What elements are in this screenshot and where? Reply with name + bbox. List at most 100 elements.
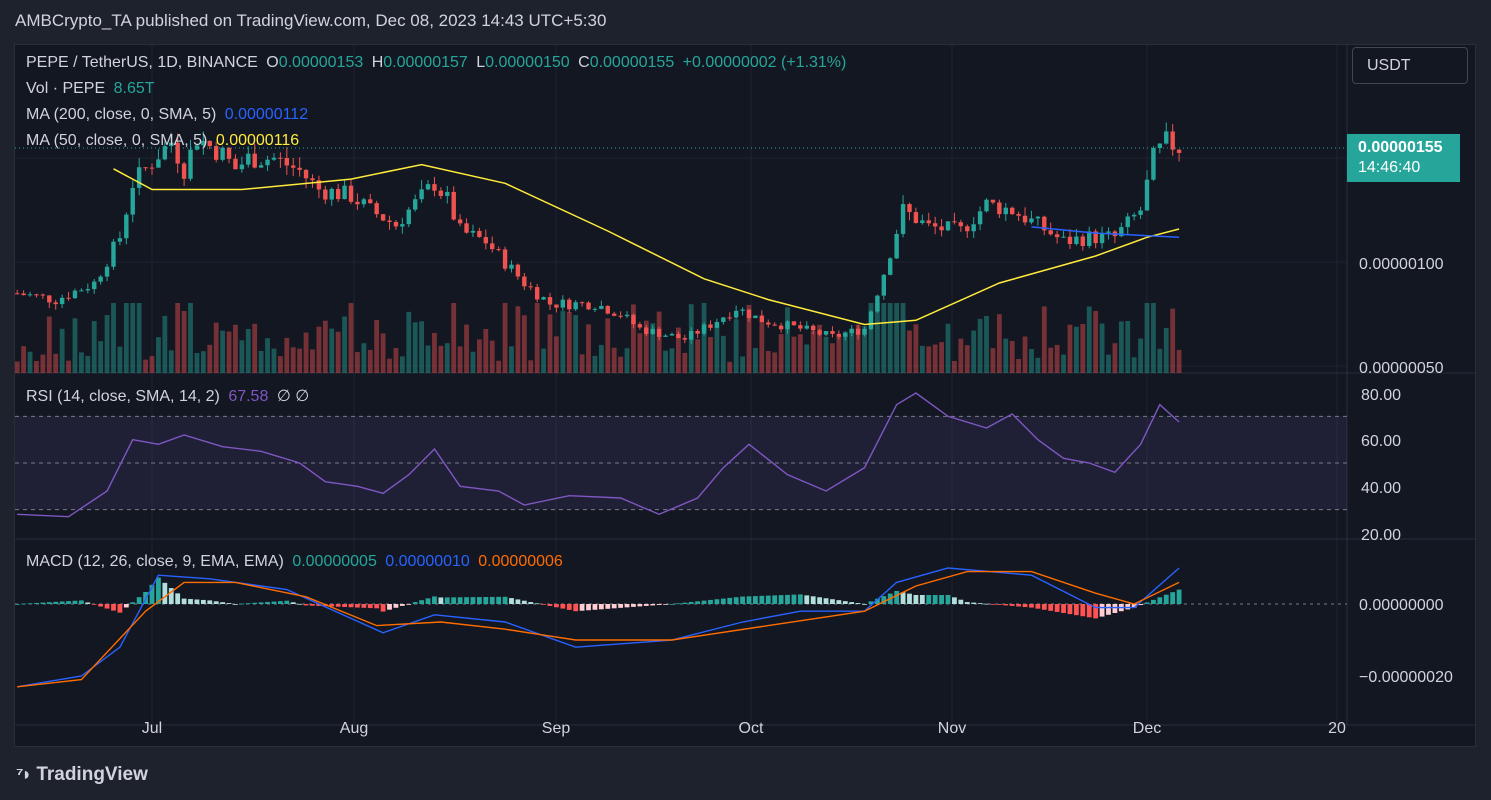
- candle-body: [111, 241, 116, 267]
- volume-bar: [361, 343, 367, 373]
- candle-body: [721, 317, 726, 322]
- candle-body: [810, 325, 816, 331]
- symbol-title[interactable]: PEPE / TetherUS, 1D, BINANCE: [26, 54, 258, 71]
- change-value: +0.00000002 (+1.31%): [682, 54, 847, 71]
- volume-bar: [399, 356, 405, 373]
- chart-canvas[interactable]: 0.00000100 0.00000050 80.00 60.00 40.00 20.00…: [15, 45, 1475, 746]
- macd-hist-bar: [464, 597, 469, 604]
- bar-countdown: 14:46:40: [1358, 159, 1421, 176]
- macd-hist-bar: [926, 595, 932, 604]
- candle-body: [573, 302, 578, 310]
- volume-bar: [316, 326, 322, 373]
- volume-bar: [1151, 303, 1156, 373]
- macd-hist-bar: [881, 596, 887, 604]
- macd-hist-bar: [444, 597, 450, 604]
- volume-bar: [695, 339, 701, 373]
- macd-hist-bar: [753, 596, 758, 604]
- rsi-label[interactable]: RSI (14, close, SMA, 14, 2): [26, 388, 220, 405]
- macd-hist-bar: [130, 602, 136, 604]
- volume-bar: [971, 330, 977, 373]
- volume-bar: [849, 329, 855, 373]
- macd-hist-bar: [380, 604, 386, 612]
- ma200-label[interactable]: MA (200, close, 0, SMA, 5): [26, 106, 217, 123]
- close-value: 0.00000155: [589, 54, 675, 71]
- rsi-value: 67.58: [228, 388, 269, 405]
- macd-hist-bar: [695, 601, 701, 604]
- candle-body: [477, 230, 482, 238]
- volume-bar: [952, 360, 957, 373]
- macd-hist-bar: [438, 597, 444, 604]
- time-tick-label: Oct: [739, 720, 764, 737]
- macd-hist-bar: [688, 601, 694, 604]
- candle-body: [1157, 143, 1163, 149]
- macd-hist-bar: [830, 599, 835, 604]
- candle-body: [130, 187, 135, 215]
- macd-hist-bar: [586, 604, 591, 611]
- macd-hist-bar: [554, 604, 559, 608]
- ma50-label[interactable]: MA (50, close, 0, SMA, 5): [26, 132, 208, 149]
- candle-body: [708, 324, 713, 328]
- volume-bar: [778, 334, 784, 373]
- volume-bar: [907, 330, 912, 373]
- volume-bar: [541, 348, 546, 373]
- candle-body: [239, 164, 245, 170]
- candle-body: [502, 249, 508, 269]
- volume-bar: [226, 331, 232, 373]
- tradingview-logo[interactable]: ⁷◗ TradingView: [16, 764, 148, 786]
- volume-bar: [1163, 327, 1169, 373]
- volume-bar: [675, 327, 681, 373]
- candle-body: [804, 325, 809, 329]
- last-price-value: 0.00000155: [1358, 139, 1443, 156]
- macd-hist-bar: [425, 598, 431, 604]
- macd-hist-bar: [643, 604, 649, 606]
- macd-hist-bar: [810, 596, 816, 604]
- macd-hist-bar: [419, 600, 425, 604]
- currency-selector[interactable]: USDT: [1352, 47, 1468, 84]
- time-tick-label: Nov: [938, 720, 966, 737]
- macd-hist-bar: [387, 604, 392, 610]
- volume-bar: [765, 351, 771, 373]
- volume-bar: [1125, 321, 1131, 373]
- macd-hist-bar: [1138, 604, 1143, 606]
- macd-hist-bar: [907, 593, 912, 604]
- candle-body: [515, 264, 521, 277]
- volume-bar: [1035, 357, 1041, 373]
- macd-hist-bar: [1151, 599, 1156, 604]
- macd-hist-bar: [1163, 594, 1169, 604]
- macd-hist-bar: [894, 590, 900, 604]
- volume-label[interactable]: Vol · PEPE: [26, 80, 106, 97]
- volume-bar: [708, 337, 713, 373]
- candle-body: [27, 294, 33, 296]
- macd-label[interactable]: MACD (12, 26, close, 9, EMA, EMA): [26, 553, 284, 570]
- macd-hist-bar: [1131, 604, 1137, 608]
- macd-hist-bar: [984, 603, 989, 605]
- candle-body: [656, 328, 662, 337]
- candle-body: [932, 223, 938, 227]
- volume-value: 8.65T: [113, 80, 155, 97]
- rsi-tick-label: 80.00: [1361, 387, 1401, 404]
- macd-hist-bar: [1009, 604, 1015, 606]
- ma200-legend: MA (200, close, 0, SMA, 5) 0.00000112: [26, 106, 312, 124]
- macd-hist-bar: [91, 604, 97, 605]
- candle-body: [72, 290, 78, 299]
- volume-bar: [290, 347, 296, 373]
- rsi-extra: ∅ ∅: [276, 388, 310, 405]
- candle-body: [611, 313, 617, 316]
- macd-hist-bar: [682, 602, 688, 604]
- candle-body: [1151, 148, 1156, 180]
- candle-body: [586, 302, 591, 310]
- macd-hist-bar: [1029, 604, 1034, 608]
- candle-body: [554, 304, 559, 308]
- macd-hist-bar: [284, 600, 290, 604]
- candle-body: [1022, 215, 1028, 223]
- volume-bar: [919, 345, 925, 373]
- macd-hist-bar: [765, 595, 771, 604]
- macd-hist-bar: [515, 599, 521, 604]
- macd-hist-bar: [1054, 604, 1060, 612]
- macd-hist-bar: [1003, 604, 1009, 606]
- volume-bar: [618, 356, 624, 373]
- macd-hist-bar: [27, 603, 33, 605]
- chart-panel[interactable]: 0.00000100 0.00000050 80.00 60.00 40.00 20.00…: [14, 44, 1476, 747]
- candle-body: [663, 335, 668, 337]
- macd-hist-bar: [656, 604, 662, 605]
